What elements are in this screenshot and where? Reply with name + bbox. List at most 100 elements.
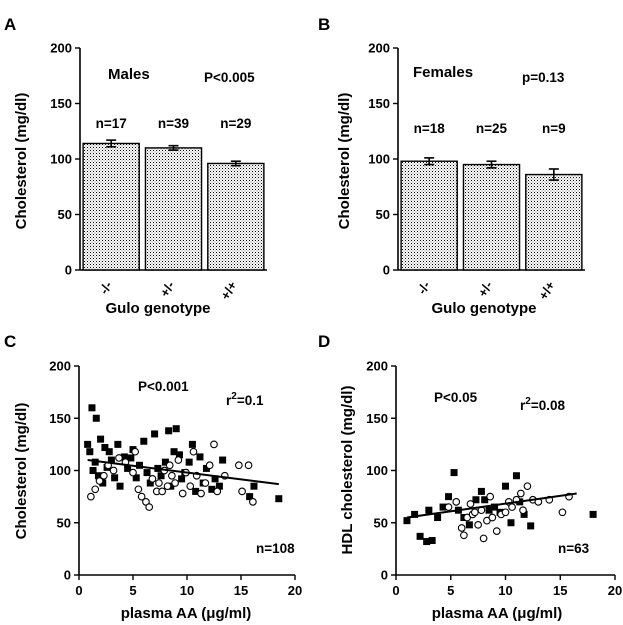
panel-d-point-filled (416, 532, 424, 540)
panel-d-point-filled (512, 472, 520, 480)
panel-c-point-filled (172, 425, 180, 433)
panel-a-bar (144, 147, 203, 271)
panel-c-r2: r2=0.1 (226, 391, 264, 408)
panel-d-point-open (558, 508, 567, 517)
panel-d-point-filled (589, 510, 597, 518)
panel-letter-c: C (4, 332, 16, 351)
panel-c-point-open (134, 485, 143, 494)
panel-d-x-tick-label: 20 (608, 583, 622, 598)
panel-d-point-filled (439, 503, 447, 511)
panel-d-point-filled (465, 521, 473, 529)
panel-c-point-open (234, 461, 243, 470)
panel-c-point-filled (92, 414, 100, 422)
panel-c-point-open (244, 461, 253, 470)
panel-c-point-open (137, 492, 146, 501)
panel-a-p-value: P<0.005 (204, 70, 255, 85)
panel-c-point-filled (202, 464, 210, 472)
panel-c-point-open (249, 498, 257, 506)
panel-c-p-value: P<0.001 (138, 379, 189, 394)
panel-c-point-open (129, 468, 137, 477)
panel-b-p-value: p=0.13 (522, 70, 565, 85)
panel-c-point-filled (250, 482, 258, 490)
panel-a-axes: 0 50 100 150 200 -/- n=17 +/- n=39 +/+ n=29 (50, 41, 267, 302)
panel-b-title: Females (413, 64, 473, 81)
panel-d-point-filled (477, 487, 485, 495)
panel-b-bar (462, 163, 521, 271)
panel-b-axes: 0 50 100 150 200 -/- n=18 +/- n=25 +/+ n=9 (368, 41, 585, 302)
panel-c-point-open (174, 456, 183, 464)
panel-c-point-filled (94, 472, 102, 480)
panel-letter-a: A (4, 15, 16, 34)
panel-d-point-filled (445, 493, 453, 501)
panel-c-point-filled (107, 456, 115, 464)
panel-a-category-label: -/- (96, 279, 115, 297)
panel-d-y-tick-label: 0 (381, 568, 388, 583)
panel-a-bar (207, 162, 265, 271)
panel-b-category-label: -/- (414, 279, 433, 297)
panel-d-x-tick-label: 15 (553, 583, 567, 598)
panel-c-point-open (210, 440, 218, 449)
panel-a-y-tick-label: 150 (50, 96, 72, 111)
panel-d-point-filled (423, 538, 431, 546)
panel-d-point-open (457, 524, 466, 532)
panel-c-point-filled (91, 458, 99, 466)
panel-d-point-open (508, 503, 516, 511)
panel-b-y-tick-label: 100 (368, 152, 390, 167)
panel-c-point-open (95, 477, 104, 485)
panel-c-point-open (87, 492, 95, 501)
panel-c-point-filled (157, 472, 165, 480)
panel-b-y-tick-label: 150 (368, 96, 390, 111)
panel-b-n-label: n=9 (542, 121, 566, 136)
panel-c-point-filled (151, 430, 159, 438)
panel-c-x-tick-label: 5 (129, 583, 136, 598)
panel-c-point-filled (161, 458, 169, 466)
panel-c-x-tick-label: 10 (180, 583, 194, 598)
panel-d-y-tick-label: 200 (366, 359, 388, 374)
panel-c-y-axis-label: Cholesterol (mg/dl) (13, 403, 30, 540)
panel-c-point-filled (135, 461, 143, 469)
panel-c-point-open (115, 454, 123, 462)
panel-a-y-tick-label: 0 (65, 263, 72, 278)
panel-d-point-filled (403, 517, 411, 525)
panel-c-point-filled (196, 453, 204, 461)
panel-d-x-axis-label-main: plasma AA ( (432, 605, 518, 622)
panel-c-point-open (171, 479, 179, 487)
panel-d-point-filled (434, 514, 442, 522)
panel-d-point-open (488, 513, 497, 522)
panel-b-y-tick-label: 0 (383, 263, 390, 278)
panel-c-point-filled (120, 453, 128, 461)
panel-c-point-open (197, 489, 205, 498)
panel-d-point-open (486, 492, 495, 501)
panel-c: C 0 50 100 150 200 0 5 10 15 20 Cholesterol (mg/d… (4, 332, 302, 622)
panel-d-point-open (470, 508, 479, 517)
panel-c-point-open (189, 447, 198, 456)
panel-c-point-filled (97, 435, 105, 443)
panel-c-point-filled (146, 479, 154, 487)
panel-c-point-filled (208, 485, 216, 493)
panel-c-point-filled (101, 444, 109, 452)
panel-d-point-filled (491, 503, 499, 511)
panel-c-point-open (131, 447, 140, 456)
panel-d-point-open (516, 489, 525, 498)
panel-a: A 0 50 100 150 200 -/- n=17 +/- n=39 +/+ n=29 Chol… (4, 15, 267, 317)
panel-c-point-filled (116, 482, 124, 490)
panel-b: B 0 50 100 150 200 -/- n=18 +/- n=25 +/+ n=9 Chole… (318, 15, 585, 317)
panel-b-bar (400, 160, 458, 271)
panel-c-point-filled (211, 475, 219, 483)
panel-c-point-filled (275, 495, 283, 503)
panel-d-regression-line (406, 492, 577, 519)
panel-a-y-tick-label: 200 (50, 41, 72, 56)
panel-d-p-value: P<0.05 (434, 390, 478, 405)
panel-d-y-tick-label: 100 (366, 463, 388, 478)
panel-c-x-axis-label-main: plasma AA ( (121, 605, 207, 622)
panel-d-point-filled (411, 510, 419, 518)
panel-c-point-filled (132, 474, 140, 482)
panel-c-point-open (158, 487, 167, 496)
panel-c-point-filled (188, 440, 196, 448)
panel-d-x-tick-label: 0 (392, 583, 399, 598)
panel-c-point-filled (99, 479, 107, 487)
panel-d-point-open (479, 534, 488, 543)
panel-c-y-tick-label: 50 (57, 515, 71, 530)
panel-d-x-tick-label: 5 (447, 583, 454, 598)
panel-d-point-open (501, 508, 510, 517)
